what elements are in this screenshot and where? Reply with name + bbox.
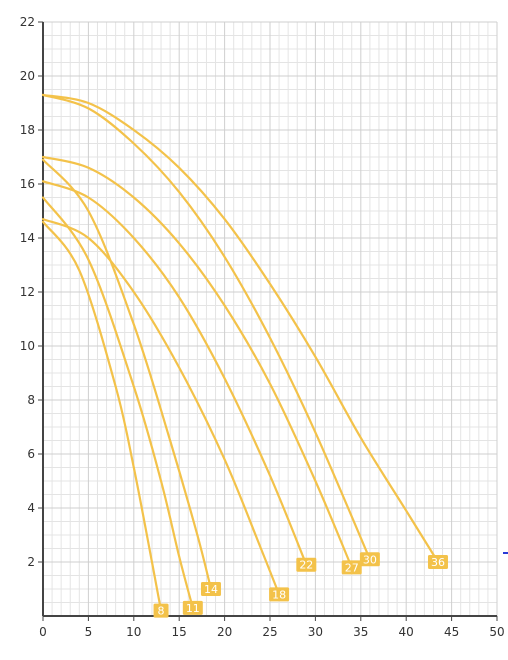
curve-22 <box>41 180 308 566</box>
curve-label-36: 36 <box>427 555 448 569</box>
x-tick-label: 45 <box>444 625 459 639</box>
curve-27 <box>41 155 353 569</box>
curve-label-box <box>200 582 221 596</box>
curve-label-14: 14 <box>200 582 221 596</box>
curve-label-22: 22 <box>296 557 317 572</box>
curve-label-text: 22 <box>299 559 313 572</box>
y-tick-label: 20 <box>20 69 35 83</box>
x-tick-label: 0 <box>39 625 47 639</box>
curve-label-text: 30 <box>363 553 377 566</box>
x-tick-label: 35 <box>353 625 368 639</box>
curves <box>41 93 440 612</box>
x-tick-label: 30 <box>308 625 323 639</box>
x-tick-label: 25 <box>262 625 277 639</box>
curve-label-text: 36 <box>431 556 445 569</box>
y-tick-label: 8 <box>27 393 35 407</box>
y-tick-label: 18 <box>20 123 35 137</box>
curve-label-text: 8 <box>158 605 165 618</box>
y-tick-label: 2 <box>27 555 35 569</box>
curve-label-30: 30 <box>359 552 380 567</box>
curve-label-box <box>427 555 448 569</box>
curve-11 <box>41 196 194 609</box>
curve-labels: 8 11 14 18 22 27 30 36 <box>153 552 448 618</box>
curve-label-box <box>182 600 203 615</box>
y-tick-label: 14 <box>20 231 35 245</box>
y-tick-label: 16 <box>20 177 35 191</box>
curve-18 <box>41 218 281 596</box>
curve-label-text: 18 <box>272 588 286 601</box>
curve-30 <box>41 93 371 561</box>
curve-label-box <box>341 560 362 575</box>
curve-label-11: 11 <box>182 600 203 615</box>
curve-label-box <box>359 552 380 567</box>
x-tick-label: 20 <box>217 625 232 639</box>
x-tick-label: 5 <box>85 625 93 639</box>
curve-label-text: 27 <box>345 561 359 574</box>
major-grid <box>42 21 498 616</box>
curve-label-18: 18 <box>269 587 290 602</box>
curve-label-box <box>296 557 317 572</box>
x-tick-label: 15 <box>172 625 187 639</box>
x-axis-ticks: 0 5 10 15 20 25 30 35 40 45 50 <box>39 616 505 639</box>
y-tick-label: 22 <box>20 15 35 29</box>
curve-label-box <box>153 603 169 618</box>
curve-label-text: 14 <box>204 583 218 596</box>
y-tick-label: 6 <box>27 447 35 461</box>
y-tick-label: 10 <box>20 339 35 353</box>
curve-label-box <box>269 587 290 602</box>
x-tick-label: 50 <box>489 625 504 639</box>
x-tick-label: 10 <box>126 625 141 639</box>
curve-label-8: 8 <box>153 603 169 618</box>
y-tick-label: 4 <box>27 501 35 515</box>
curve-8 <box>41 220 163 612</box>
x-tick-label: 40 <box>399 625 414 639</box>
curve-14 <box>41 158 213 591</box>
curve-label-27: 27 <box>341 560 362 575</box>
curve-36 <box>41 93 440 564</box>
y-tick-label: 12 <box>20 285 35 299</box>
y-axis-ticks: 2 4 6 8 10 12 14 16 18 20 22 <box>20 15 43 569</box>
curve-label-text: 11 <box>186 602 200 615</box>
